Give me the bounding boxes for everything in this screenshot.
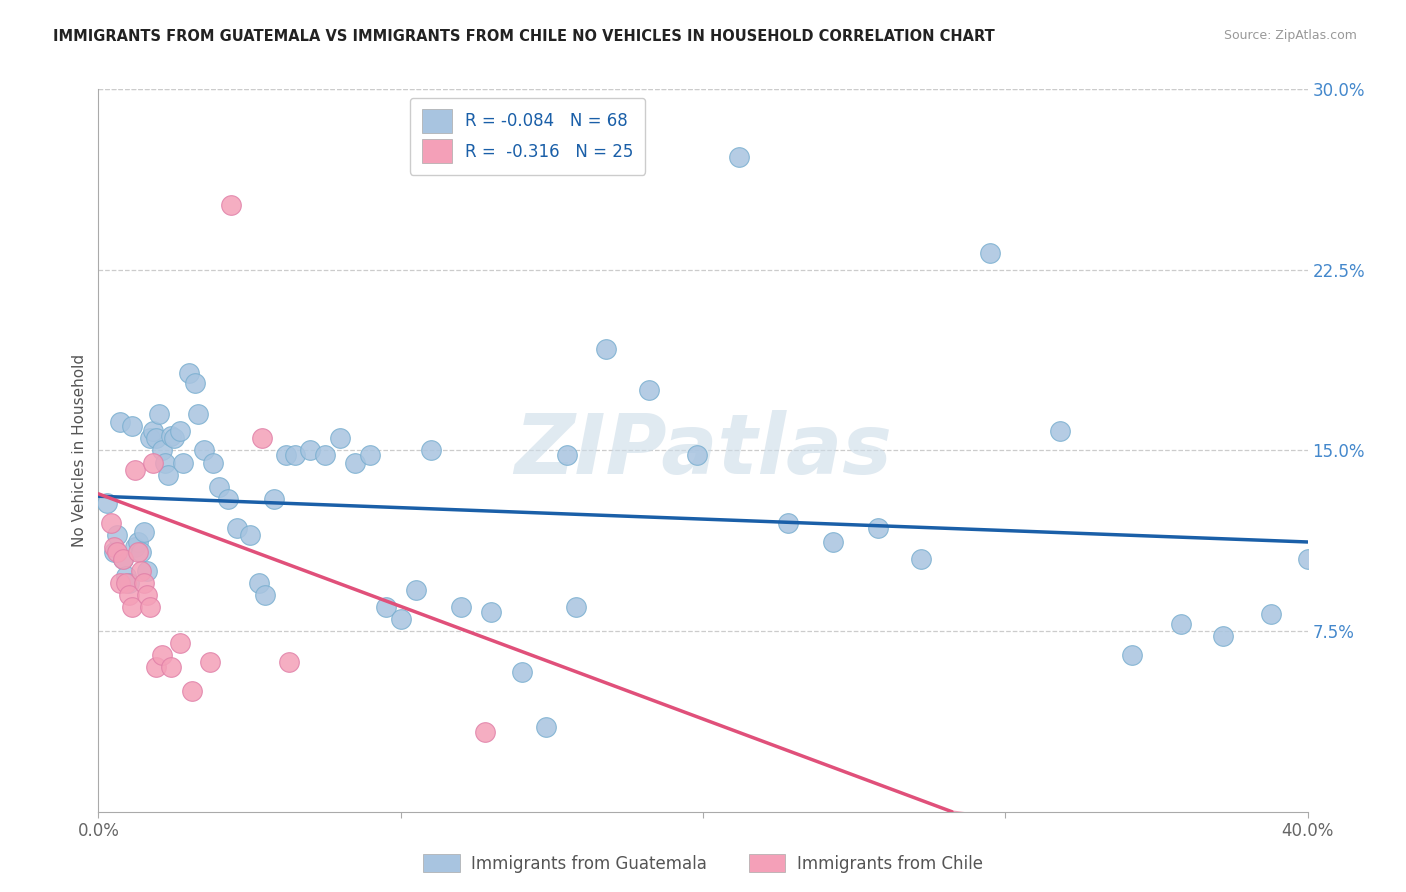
Point bbox=[239, 527, 262, 541]
Point bbox=[187, 407, 209, 421]
Point bbox=[103, 540, 125, 554]
Point bbox=[153, 455, 176, 469]
Point bbox=[118, 576, 141, 591]
Point bbox=[534, 721, 557, 735]
Point bbox=[150, 648, 173, 662]
Point bbox=[114, 568, 136, 582]
Point bbox=[329, 431, 352, 445]
Point bbox=[405, 583, 427, 598]
Text: Source: ZipAtlas.com: Source: ZipAtlas.com bbox=[1223, 29, 1357, 42]
Point bbox=[263, 491, 285, 506]
Point bbox=[510, 665, 533, 679]
Point bbox=[169, 424, 191, 438]
Point bbox=[145, 431, 167, 445]
Point bbox=[474, 725, 496, 739]
Point bbox=[1212, 629, 1234, 643]
Point bbox=[124, 540, 146, 554]
Point bbox=[250, 431, 273, 445]
Point bbox=[253, 588, 276, 602]
Point bbox=[821, 535, 844, 549]
Point bbox=[217, 491, 239, 506]
Point bbox=[179, 367, 201, 381]
Point bbox=[145, 660, 167, 674]
Point bbox=[728, 150, 751, 164]
Point bbox=[200, 656, 222, 670]
Point bbox=[221, 198, 243, 212]
Legend: Immigrants from Guatemala, Immigrants from Chile: Immigrants from Guatemala, Immigrants fr… bbox=[416, 847, 990, 880]
Point bbox=[979, 246, 1001, 260]
Point bbox=[247, 576, 270, 591]
Point bbox=[374, 599, 396, 614]
Point bbox=[1121, 648, 1143, 662]
Point bbox=[105, 544, 128, 558]
Point bbox=[150, 443, 173, 458]
Point bbox=[420, 443, 443, 458]
Point bbox=[595, 343, 617, 357]
Point bbox=[344, 455, 367, 469]
Point bbox=[1296, 551, 1319, 566]
Point bbox=[127, 535, 149, 549]
Point bbox=[193, 443, 215, 458]
Point bbox=[1260, 607, 1282, 622]
Point bbox=[124, 463, 146, 477]
Point bbox=[184, 376, 207, 390]
Point bbox=[111, 551, 134, 566]
Point bbox=[108, 576, 131, 591]
Point bbox=[103, 544, 125, 558]
Point bbox=[121, 599, 143, 614]
Point bbox=[299, 443, 322, 458]
Text: ZIPatlas: ZIPatlas bbox=[515, 410, 891, 491]
Y-axis label: No Vehicles in Household: No Vehicles in Household bbox=[72, 354, 87, 547]
Point bbox=[202, 455, 225, 469]
Point bbox=[1170, 616, 1192, 631]
Point bbox=[208, 480, 231, 494]
Point bbox=[181, 684, 204, 698]
Point bbox=[868, 520, 890, 534]
Point bbox=[139, 431, 162, 445]
Point bbox=[160, 429, 183, 443]
Point bbox=[108, 415, 131, 429]
Point bbox=[389, 612, 412, 626]
Point bbox=[127, 544, 149, 558]
Point bbox=[132, 576, 155, 591]
Point bbox=[129, 564, 152, 578]
Point bbox=[129, 544, 152, 558]
Point bbox=[450, 599, 472, 614]
Point bbox=[776, 516, 799, 530]
Point bbox=[135, 564, 157, 578]
Point bbox=[100, 516, 122, 530]
Point bbox=[96, 496, 118, 510]
Point bbox=[910, 551, 932, 566]
Point bbox=[284, 448, 307, 462]
Point bbox=[135, 588, 157, 602]
Point bbox=[481, 605, 503, 619]
Point bbox=[274, 448, 297, 462]
Point bbox=[111, 551, 134, 566]
Point bbox=[132, 525, 155, 540]
Point bbox=[172, 455, 194, 469]
Point bbox=[1049, 424, 1071, 438]
Point bbox=[114, 576, 136, 591]
Point bbox=[169, 636, 191, 650]
Text: IMMIGRANTS FROM GUATEMALA VS IMMIGRANTS FROM CHILE NO VEHICLES IN HOUSEHOLD CORR: IMMIGRANTS FROM GUATEMALA VS IMMIGRANTS … bbox=[53, 29, 995, 44]
Point bbox=[686, 448, 709, 462]
Point bbox=[277, 656, 299, 670]
Point bbox=[142, 455, 165, 469]
Point bbox=[156, 467, 179, 482]
Legend: R = -0.084   N = 68, R =  -0.316   N = 25: R = -0.084 N = 68, R = -0.316 N = 25 bbox=[411, 97, 645, 175]
Point bbox=[142, 424, 165, 438]
Point bbox=[163, 431, 186, 445]
Point bbox=[121, 419, 143, 434]
Point bbox=[105, 527, 128, 541]
Point bbox=[565, 599, 588, 614]
Point bbox=[555, 448, 578, 462]
Point bbox=[118, 588, 141, 602]
Point bbox=[148, 407, 170, 421]
Point bbox=[226, 520, 249, 534]
Point bbox=[314, 448, 336, 462]
Point bbox=[360, 448, 382, 462]
Point bbox=[139, 599, 162, 614]
Point bbox=[160, 660, 183, 674]
Point bbox=[637, 384, 659, 398]
